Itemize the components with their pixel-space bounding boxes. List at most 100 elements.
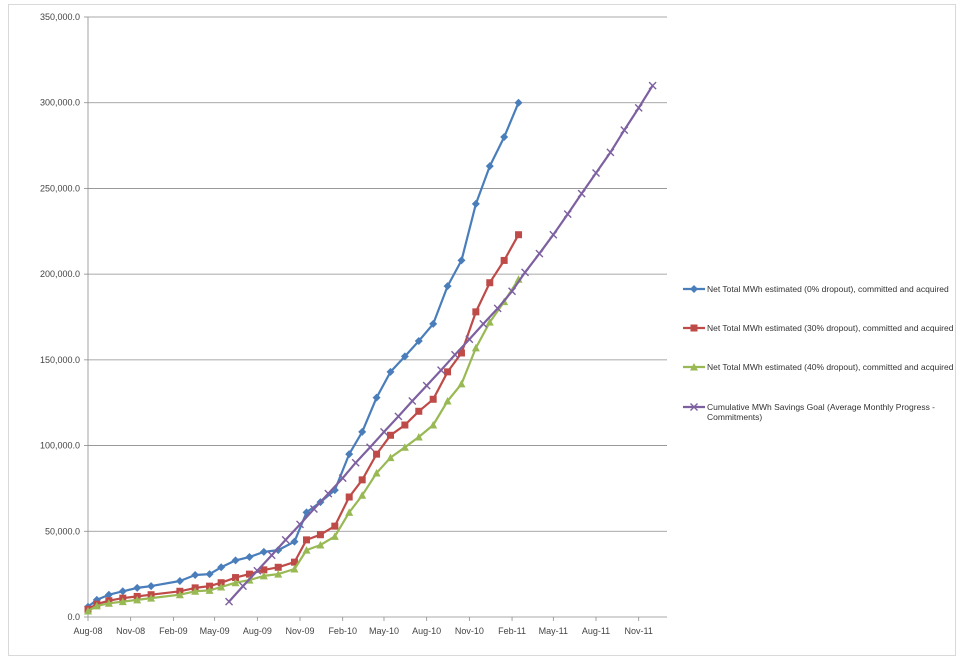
data-point	[358, 476, 366, 484]
data-point	[450, 350, 459, 359]
data-point	[267, 551, 276, 560]
chart-frame: 0.0 50,000.0 100,000.0 150,000.0 200,000.0 25…	[8, 4, 956, 656]
data-point	[290, 565, 299, 573]
gridlines	[88, 16, 667, 532]
x-tick-label: Aug-10	[412, 626, 441, 636]
data-point	[648, 81, 657, 90]
data-point	[225, 597, 234, 606]
legend-label: Net Total MWh estimated (30% dropout), c…	[707, 323, 954, 333]
data-point	[338, 474, 347, 483]
x-tick-label: May-10	[369, 626, 399, 636]
data-point	[620, 126, 629, 135]
data-point	[472, 308, 480, 316]
data-point	[316, 541, 325, 549]
y-axis-ticks: 0.0 50,000.0 100,000.0 150,000.0 200,000.0 25…	[40, 12, 88, 622]
data-point	[245, 570, 253, 578]
y-tick-label: 300,000.0	[40, 98, 80, 108]
legend-entry: Net Total MWh estimated (40% dropout), c…	[683, 362, 954, 372]
data-point	[175, 590, 184, 599]
data-point	[372, 393, 381, 402]
data-point	[514, 98, 523, 107]
data-point	[84, 607, 92, 615]
legend-entry: Net Total MWh estimated (0% dropout), co…	[683, 284, 949, 294]
data-point	[290, 537, 299, 546]
data-point	[380, 427, 388, 436]
x-axis-ticks: Aug-08 Nov-08 Feb-09 May-09 Aug-09 Nov-09 Feb-…	[73, 617, 653, 636]
data-point	[414, 433, 423, 441]
data-point	[592, 169, 601, 177]
data-point	[302, 546, 311, 554]
data-point	[429, 421, 438, 429]
data-point	[485, 318, 494, 326]
data-point	[690, 285, 698, 293]
x-tick-label: Feb-10	[328, 626, 357, 636]
x-tick-label: Aug-09	[243, 626, 272, 636]
x-tick-label: May-11	[539, 626, 568, 636]
data-point	[217, 583, 226, 591]
data-point	[345, 493, 353, 501]
data-point	[118, 597, 127, 606]
y-tick-label: 50,000.0	[45, 526, 80, 536]
data-point	[415, 407, 423, 415]
data-point	[386, 367, 395, 376]
data-point	[606, 148, 615, 157]
data-point	[191, 571, 200, 579]
data-point	[457, 256, 466, 265]
data-point	[302, 508, 311, 517]
chart: 0.0 50,000.0 100,000.0 150,000.0 200,000.0 25…	[40, 12, 954, 636]
data-point	[290, 558, 298, 566]
data-point	[437, 366, 446, 375]
data-point	[422, 381, 431, 390]
legend: Net Total MWh estimated (0% dropout), co…	[683, 284, 954, 422]
data-point	[500, 256, 508, 264]
data-point	[549, 230, 558, 239]
data-point	[191, 587, 200, 595]
data-point	[231, 578, 240, 587]
data-point	[386, 431, 394, 439]
data-point	[358, 427, 367, 436]
y-tick-label: 350,000.0	[40, 12, 80, 22]
data-point	[351, 458, 360, 467]
data-point	[400, 443, 409, 451]
data-point	[309, 505, 318, 513]
x-tick-label: Nov-08	[116, 626, 145, 636]
x-tick-label: Nov-09	[286, 626, 315, 636]
data-point	[372, 469, 381, 477]
data-point	[331, 522, 339, 530]
data-point	[444, 368, 452, 376]
x-tick-label: Nov-11	[625, 626, 653, 636]
data-point	[324, 489, 333, 498]
data-point	[429, 319, 438, 328]
data-point	[457, 349, 465, 357]
series-3	[84, 275, 523, 615]
legend-entry: Cumulative MWh Savings Goal (Average Mon…	[683, 402, 935, 422]
data-point	[486, 279, 494, 287]
data-point	[238, 582, 247, 591]
data-point	[205, 586, 214, 594]
legend-label: Net Total MWh estimated (40% dropout), c…	[707, 362, 954, 372]
data-point	[479, 319, 488, 328]
data-point	[296, 520, 305, 529]
data-point	[429, 395, 437, 403]
series-4	[225, 81, 657, 606]
x-tick-label: May-09	[200, 626, 230, 636]
data-point	[231, 556, 240, 565]
data-point	[500, 133, 509, 141]
x-tick-label: Aug-11	[582, 626, 610, 636]
data-point	[217, 579, 225, 587]
data-point	[259, 571, 268, 580]
y-tick-label: 250,000.0	[40, 183, 80, 193]
data-point	[634, 103, 643, 112]
series-1	[84, 98, 523, 611]
data-point	[104, 599, 113, 607]
data-point	[563, 210, 572, 219]
series-layer	[84, 81, 657, 615]
data-point	[245, 553, 254, 561]
data-point	[147, 582, 156, 591]
data-point	[515, 231, 523, 239]
axes	[87, 17, 667, 618]
data-point	[400, 352, 409, 361]
series-line	[228, 85, 654, 603]
data-point	[205, 570, 214, 579]
data-point	[330, 532, 339, 540]
